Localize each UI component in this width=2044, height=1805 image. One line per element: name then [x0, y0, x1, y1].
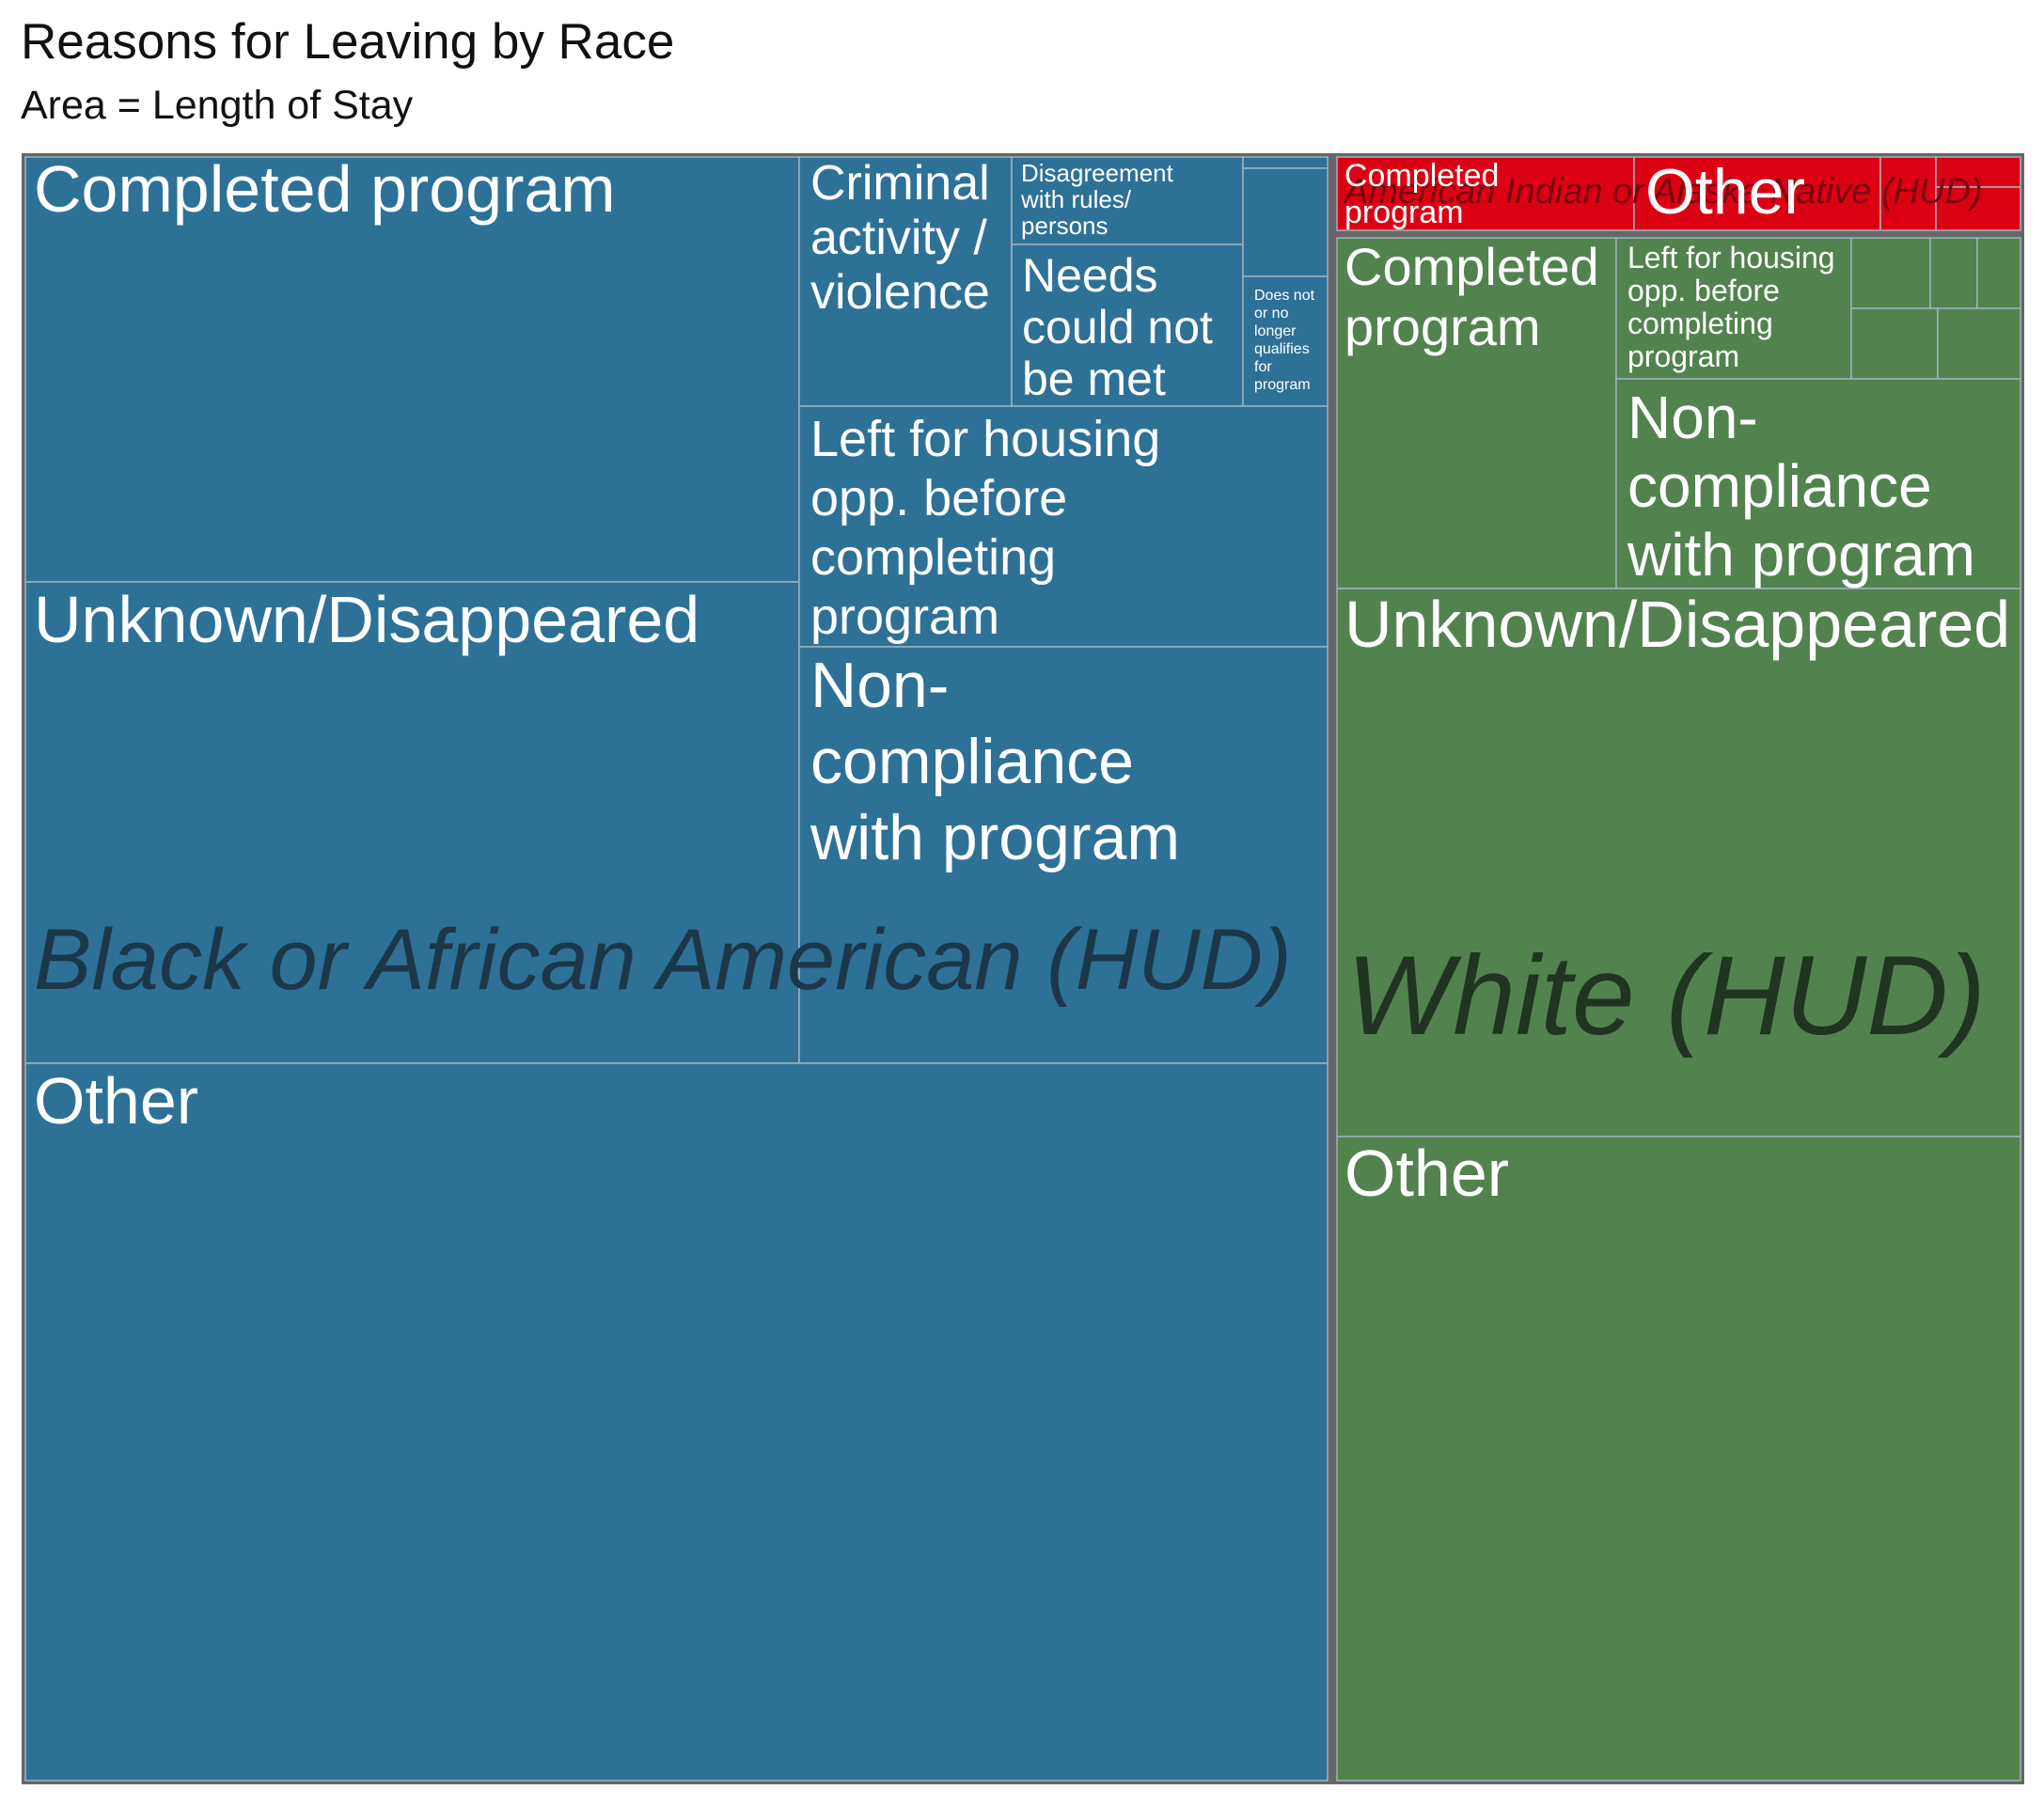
group-label-black: Black or African American (HUD)	[34, 912, 1292, 1008]
chart-title: Reasons for Leaving by Race	[21, 14, 675, 70]
cell-native-small-c[interactable]	[1935, 186, 2021, 231]
label-white-left-for-housing: Left for housing opp. before completing …	[1627, 241, 1843, 373]
label-black-left-for-housing: Left for housing opp. before completing …	[810, 411, 1174, 645]
label-black-other: Other	[34, 1064, 198, 1138]
group-label-white: White (HUD)	[1346, 933, 1986, 1059]
cell-white-small-d[interactable]	[1850, 307, 1939, 380]
cell-black-criminal-activity[interactable]	[798, 156, 1013, 407]
cell-black-small-b[interactable]	[1242, 167, 1329, 277]
cell-white-small-c[interactable]	[1976, 237, 2021, 309]
group-label-native: American Indian or Alaska Native (HUD)	[1343, 172, 1983, 212]
cell-native-small-a[interactable]	[1879, 156, 1937, 231]
label-white-other: Other	[1344, 1137, 1509, 1210]
group-black	[24, 156, 1329, 1781]
label-black-needs-not-met: Needs could not be met	[1022, 249, 1226, 405]
cell-native-small-b[interactable]	[1935, 156, 2021, 188]
group-native	[1336, 156, 2021, 231]
cell-native-other[interactable]	[1633, 156, 1881, 231]
cell-black-non-compliance[interactable]	[798, 646, 1329, 1064]
cell-black-left-for-housing[interactable]	[798, 405, 1329, 648]
group-white	[1336, 237, 2021, 1781]
cell-white-small-b[interactable]	[1929, 237, 1978, 309]
label-black-criminal-activity: Criminal activity / violence	[810, 156, 1003, 320]
cell-white-small-a[interactable]	[1850, 237, 1931, 309]
cell-black-completed-program[interactable]	[24, 156, 800, 583]
cell-white-small-e[interactable]	[1937, 307, 2021, 380]
chart-subtitle: Area = Length of Stay	[21, 83, 414, 128]
cell-white-unknown-disappeared[interactable]	[1336, 588, 2021, 1138]
label-white-non-compliance: Non- compliance with program	[1627, 384, 1975, 589]
label-native-completed-program: Completed program	[1344, 158, 1508, 230]
cell-white-other[interactable]	[1336, 1136, 2021, 1781]
cell-native-completed-program[interactable]	[1336, 156, 1635, 231]
cell-white-non-compliance[interactable]	[1615, 378, 2021, 589]
label-black-completed-program: Completed program	[34, 152, 616, 226]
label-black-disagreement: Disagreement with rules/ persons	[1020, 159, 1180, 240]
cell-white-left-for-housing[interactable]	[1615, 237, 1852, 380]
cell-black-does-not-qualify[interactable]	[1242, 275, 1329, 407]
cell-black-other[interactable]	[24, 1062, 1329, 1781]
cell-black-needs-not-met[interactable]	[1011, 243, 1244, 407]
cell-black-disagreement[interactable]	[1011, 156, 1244, 245]
cell-white-completed-program[interactable]	[1336, 237, 1617, 589]
label-native-other: Other	[1645, 156, 1805, 228]
label-black-does-not-qualify: Does not or no longer qualifies for prog…	[1254, 288, 1319, 393]
cell-black-small-a[interactable]	[1242, 156, 1329, 169]
cell-black-unknown-disappeared[interactable]	[24, 581, 800, 1064]
label-black-non-compliance: Non- compliance with program	[810, 650, 1180, 873]
label-black-unknown-disappeared: Unknown/Disappeared	[34, 583, 700, 656]
label-white-completed-program: Completed program	[1344, 237, 1613, 356]
label-white-unknown-disappeared: Unknown/Disappeared	[1344, 588, 2010, 661]
